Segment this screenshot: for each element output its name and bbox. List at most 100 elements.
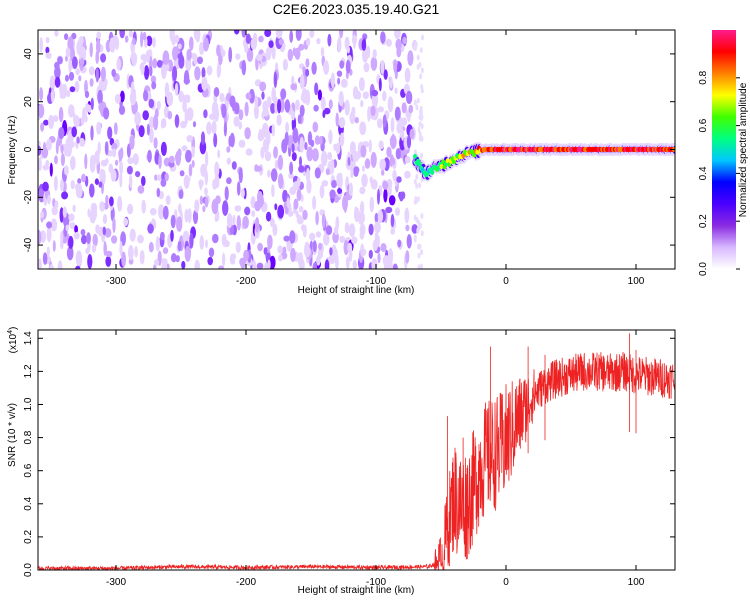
noise-blob <box>243 249 250 262</box>
noise-blob <box>286 197 291 209</box>
noise-blob <box>314 135 321 145</box>
noise-blob <box>119 241 123 256</box>
noise-blob <box>314 167 321 179</box>
noise-blob <box>331 179 337 189</box>
noise-blob <box>64 33 69 41</box>
noise-blob <box>301 224 306 232</box>
noise-blob <box>40 122 45 132</box>
noise-blob <box>147 149 152 163</box>
y-tick-label: 20 <box>23 96 34 108</box>
noise-blob <box>371 89 379 97</box>
carrier-core <box>430 170 435 175</box>
noise-blob <box>382 180 389 190</box>
noise-blob <box>226 157 231 165</box>
noise-blob <box>195 33 200 43</box>
noise-blob <box>168 155 175 164</box>
noise-blob <box>48 114 55 130</box>
noise-blob <box>391 133 395 150</box>
colorbar-tick-label: 0.8 <box>698 70 709 84</box>
noise-blob <box>343 239 349 256</box>
noise-blob <box>263 247 268 255</box>
noise-blob <box>312 121 319 133</box>
noise-blob <box>46 221 53 229</box>
carrier-core <box>413 153 417 159</box>
noise-blob <box>414 195 418 202</box>
noise-blob <box>312 240 317 253</box>
noise-blob <box>284 99 291 113</box>
noise-blob <box>380 31 386 44</box>
noise-blob <box>390 213 395 228</box>
noise-blob <box>38 188 45 203</box>
noise-blob <box>180 120 187 129</box>
noise-blob <box>238 139 246 148</box>
noise-blob <box>102 226 107 236</box>
noise-blob <box>85 102 90 112</box>
noise-blob <box>323 232 330 246</box>
noise-blob <box>325 225 333 236</box>
noise-blob <box>38 103 45 118</box>
noise-blob <box>395 148 401 160</box>
noise-blob <box>306 146 314 162</box>
noise-blob <box>404 170 411 179</box>
noise-blob <box>274 100 278 114</box>
noise-blob <box>194 66 201 81</box>
noise-blob <box>421 34 424 41</box>
noise-blob <box>111 142 118 151</box>
noise-blob <box>330 158 335 175</box>
snr-series <box>38 333 675 570</box>
noise-blob <box>370 151 377 168</box>
noise-blob <box>342 195 348 211</box>
noise-blob <box>241 59 247 76</box>
noise-blob <box>401 102 407 114</box>
noise-blob <box>112 217 116 234</box>
noise-blob <box>120 90 125 103</box>
carrier-core <box>436 165 441 171</box>
noise-blob <box>394 87 398 94</box>
x-tick-label: -200 <box>236 276 256 287</box>
noise-blob <box>112 148 117 158</box>
noise-blob <box>380 59 385 75</box>
x-tick-label: -100 <box>366 577 386 588</box>
noise-blob <box>324 259 330 269</box>
noise-blob <box>407 114 411 122</box>
noise-blob <box>103 107 110 120</box>
noise-blob <box>229 95 236 108</box>
noise-blob <box>39 37 43 53</box>
spectrogram-x-label: Height of straight line (km) <box>298 285 415 296</box>
noise-blob <box>274 159 279 170</box>
noise-blob <box>254 217 260 233</box>
noise-blob <box>191 160 195 168</box>
noise-blob <box>405 250 410 264</box>
noise-blob <box>47 194 51 205</box>
noise-blob <box>61 83 68 99</box>
noise-blob <box>65 224 70 232</box>
noise-blob <box>154 259 159 266</box>
noise-blob <box>99 201 105 212</box>
noise-blob <box>299 104 305 117</box>
noise-blob <box>88 66 95 76</box>
noise-blob <box>419 73 423 80</box>
snr-exponent-power: 4 <box>7 330 14 334</box>
noise-blob <box>215 195 221 205</box>
noise-blob <box>54 155 58 165</box>
noise-blob <box>345 59 351 74</box>
noise-blob <box>362 91 369 100</box>
noise-blob <box>80 57 85 67</box>
noise-blob <box>413 99 417 106</box>
snr-y-exponent: (x104) <box>7 327 19 354</box>
noise-blob <box>338 116 346 129</box>
noise-blob <box>152 58 158 69</box>
noise-blob <box>114 159 119 166</box>
noise-blob <box>255 165 263 172</box>
noise-blob <box>68 235 74 249</box>
spectrogram-y-label: Frequency (Hz) <box>7 116 18 185</box>
noise-blob <box>119 30 125 39</box>
x-tick-label: -300 <box>106 577 126 588</box>
noise-blob <box>420 67 424 74</box>
snr-x-ticks: -300 -200 -100 0 100 <box>106 330 645 588</box>
noise-blob <box>295 30 302 41</box>
noise-blob <box>395 38 402 51</box>
noise-blob <box>54 65 61 80</box>
noise-blob <box>242 215 249 229</box>
noise-blob <box>323 60 330 75</box>
